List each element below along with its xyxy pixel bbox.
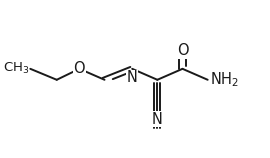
Text: CH$_3$: CH$_3$ <box>3 61 29 76</box>
Text: O: O <box>73 61 85 76</box>
Text: N: N <box>127 70 138 85</box>
Text: N: N <box>152 112 163 127</box>
Text: O: O <box>177 43 188 58</box>
Text: NH$_2$: NH$_2$ <box>210 70 239 89</box>
